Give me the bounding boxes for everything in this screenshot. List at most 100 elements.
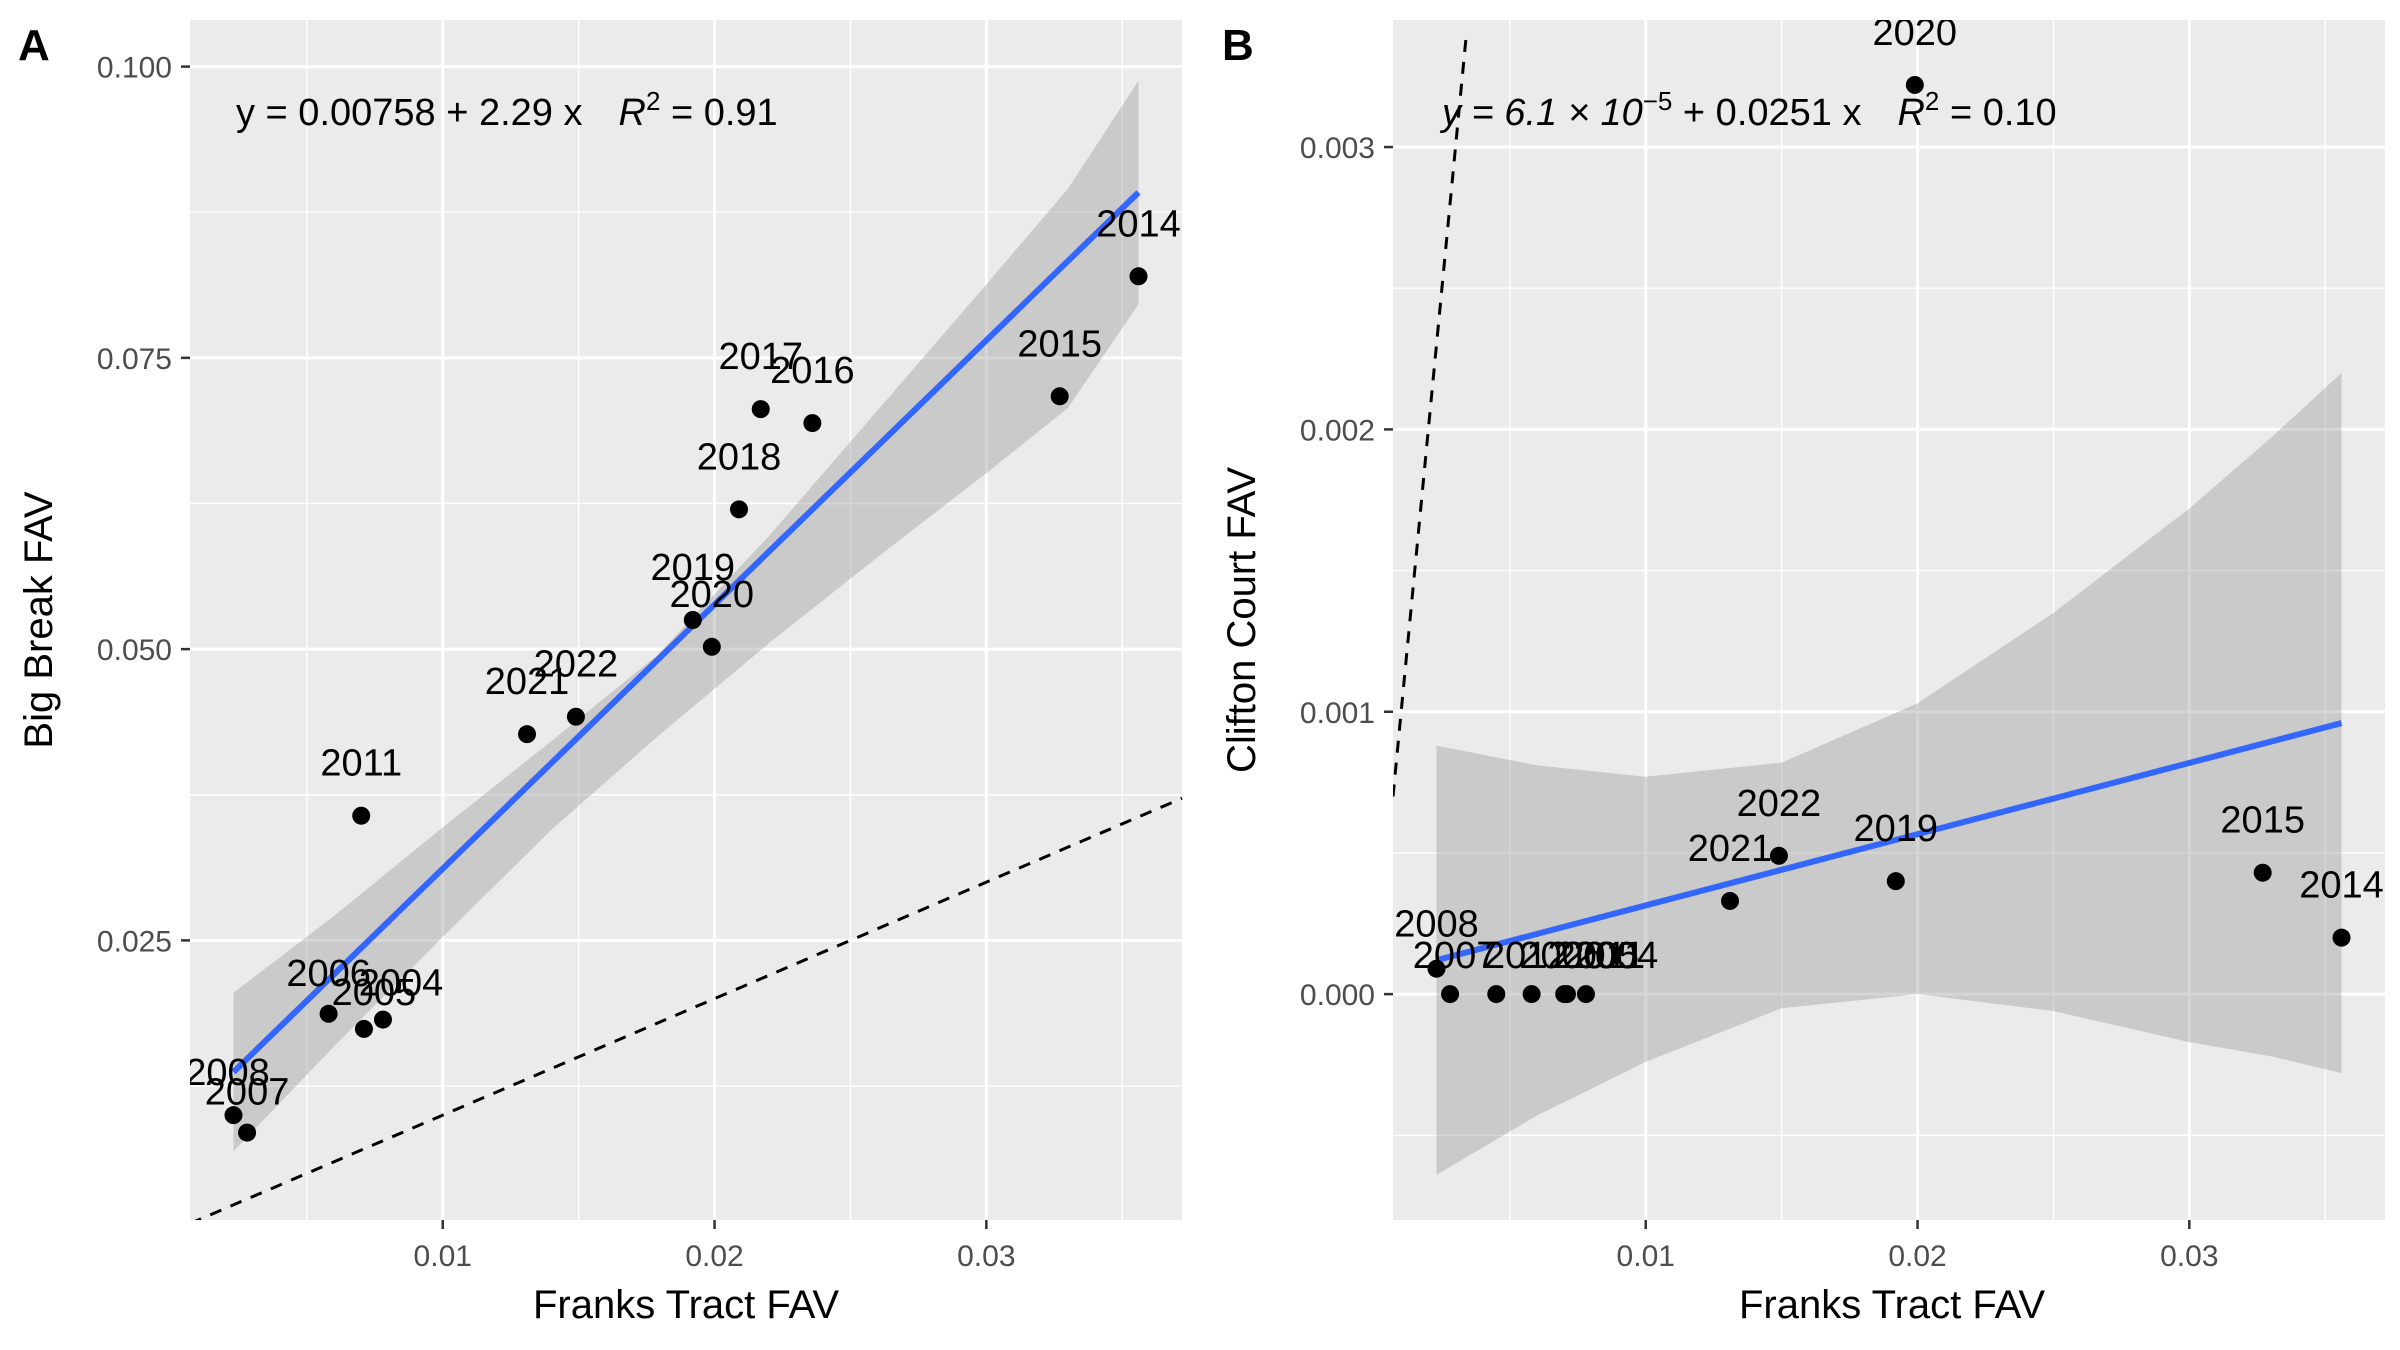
point-label-2016: 2016 [770, 350, 855, 392]
data-point-2004 [373, 1010, 392, 1029]
data-point-2014 [1129, 267, 1148, 286]
point-label-2017: 2017 [718, 336, 803, 378]
panel-a-r2-value: = 0.91 [660, 92, 777, 134]
panel-a-grid [190, 20, 1182, 1220]
x-tick-label-0.02: 0.02 [1888, 1240, 1946, 1273]
panel-a-axes: 0.01 0.02 0.03 0.025 0.050 0.075 0.100 [97, 52, 1016, 1273]
panel-a-x-axis-title: Franks Tract FAV [533, 1283, 839, 1327]
panel-b-equation-prefix: y = 6.1 × 10 [1439, 92, 1643, 134]
y-tick-label-0.100: 0.100 [97, 52, 172, 85]
y-tick-label-0.075: 0.075 [97, 343, 172, 376]
point-label-2004: 2004 [359, 963, 444, 1005]
point-label-2014: 2014 [1096, 203, 1181, 245]
panel-b-y-axis-title: Clifton Court FAV [1220, 467, 1264, 773]
data-point-2022 [1769, 846, 1788, 865]
point-label-2015: 2015 [1017, 323, 1102, 365]
data-point-2018 [729, 500, 748, 519]
point-label-2018: 2018 [697, 436, 782, 478]
x-tick-label-0.02: 0.02 [685, 1240, 743, 1273]
point-label-2019: 2019 [1854, 808, 1939, 850]
panel-b-equation: y = 6.1 × 10−5 + 0.0251 x R2 = 0.10 [1439, 86, 2057, 134]
point-label-2021: 2021 [1688, 828, 1773, 870]
panel-a-label: A [18, 21, 50, 70]
data-point-2022 [566, 707, 585, 726]
point-label-2022: 2022 [1737, 783, 1822, 825]
data-point-2007 [238, 1123, 257, 1142]
panel-a-equation: y = 0.00758 + 2.29 x R2 = 0.91 [236, 86, 778, 134]
y-tick-label-0.050: 0.050 [97, 634, 172, 667]
identity-line [194, 796, 1183, 1220]
point-label-2011: 2011 [320, 743, 402, 785]
panel-b-r2-exponent: 2 [1925, 86, 1939, 116]
panel-b-equation-suffix: + 0.0251 x [1672, 92, 1861, 134]
data-point-2019 [1886, 872, 1905, 891]
data-point-2020 [1905, 75, 1924, 94]
y-tick-label-0.003: 0.003 [1300, 132, 1375, 165]
point-label-2014: 2014 [2299, 865, 2384, 907]
data-point-2011 [1555, 985, 1574, 1004]
point-label-2020: 2020 [670, 574, 755, 616]
confidence-band [233, 80, 1139, 1152]
point-label-2008: 2008 [1394, 904, 1479, 946]
panel-b-x-axis-title: Franks Tract FAV [1739, 1283, 2045, 1327]
identity-line [1393, 33, 1468, 797]
x-tick-label-0.03: 0.03 [2160, 1240, 2218, 1273]
panel-b-plot-background [1393, 20, 2385, 1220]
point-label-2015: 2015 [2220, 800, 2305, 842]
x-tick-label-0.03: 0.03 [957, 1240, 1015, 1273]
confidence-band [1436, 372, 2342, 1175]
data-point-2015 [2253, 863, 2272, 882]
data-point-2008 [224, 1106, 243, 1125]
data-point-2019 [683, 611, 702, 629]
panel-b-axes: 0.01 0.02 0.03 0.000 0.001 0.002 0.003 [1300, 132, 2219, 1273]
y-tick-label-0.002: 0.002 [1300, 414, 1375, 447]
panel-a-r2-exponent: 2 [646, 86, 660, 116]
panel-a-y-axis-title: Big Break FAV [17, 491, 61, 748]
data-point-2016 [803, 414, 822, 433]
panel-b-label: B [1222, 21, 1254, 70]
panel-b-r2-value: = 0.10 [1939, 92, 2056, 134]
data-point-2006 [1522, 985, 1541, 1004]
point-label-2020: 2020 [1873, 12, 1958, 54]
data-point-2008 [1427, 959, 1446, 978]
y-tick-label-0.025: 0.025 [97, 925, 172, 958]
regression-line [231, 190, 1141, 1075]
y-tick-label-0.001: 0.001 [1300, 697, 1375, 730]
x-tick-label-0.01: 0.01 [414, 1240, 472, 1273]
point-label-2007: 2007 [1413, 935, 1498, 977]
point-label-2022: 2022 [534, 644, 619, 686]
data-point-2020 [702, 637, 721, 656]
data-point-2015 [1050, 387, 1069, 406]
data-point-2014 [2332, 928, 2351, 947]
data-point-2011 [352, 806, 371, 825]
point-label-2006: 2006 [1519, 935, 1604, 977]
point-label-2012: 2012 [1484, 935, 1569, 977]
y-tick-label-0.000: 0.000 [1300, 979, 1375, 1012]
panel-b-r2-symbol: R [1897, 92, 1924, 134]
point-label-2005: 2005 [332, 972, 417, 1014]
point-label-2019: 2019 [651, 547, 736, 589]
point-label-2007: 2007 [205, 1072, 290, 1114]
point-label-2005: 2005 [1555, 935, 1640, 977]
data-point-2004 [1576, 985, 1595, 1004]
point-label-2008: 2008 [185, 1052, 270, 1094]
data-point-2006 [319, 1004, 338, 1023]
data-point-2012 [1487, 985, 1506, 1004]
data-point-2021 [518, 725, 537, 744]
point-label-2021: 2021 [485, 661, 570, 703]
panel-a-equation-formula: y = 0.00758 + 2.29 x [236, 92, 583, 134]
data-point-2017 [751, 400, 770, 419]
point-label-2006: 2006 [286, 953, 371, 995]
point-label-2011: 2011 [1563, 935, 1645, 977]
panel-b-equation-exponent: −5 [1643, 86, 1673, 116]
data-point-2007 [1441, 985, 1460, 1004]
regression-line [1435, 720, 2343, 964]
point-label-2004: 2004 [1574, 935, 1659, 977]
x-tick-label-0.01: 0.01 [1617, 1240, 1675, 1273]
data-point-2005 [354, 1019, 373, 1038]
